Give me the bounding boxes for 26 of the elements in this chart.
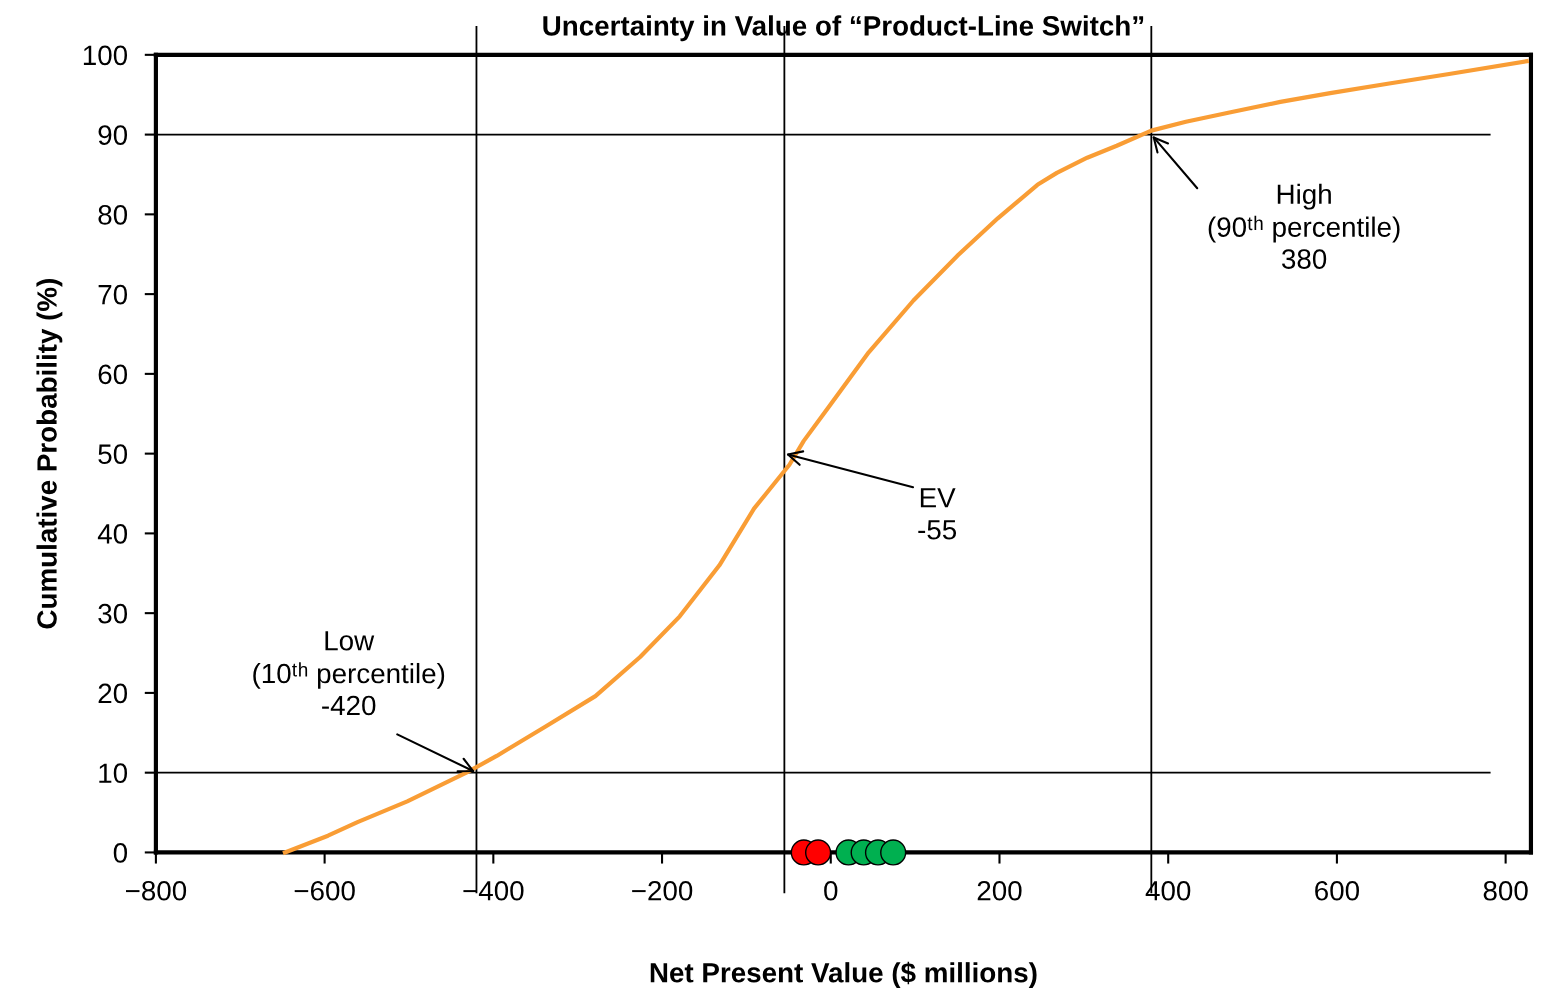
chart-title: Uncertainty in Value of “Product-Line Switch” — [543, 15, 1144, 42]
x-axis-title: Net Present Value ($ millions) — [650, 961, 1037, 989]
y-tick-label: 70 — [98, 284, 128, 305]
x-tick-label: 0 — [824, 880, 838, 901]
x-tick-label: −800 — [125, 880, 187, 901]
y-tick-label: 100 — [83, 45, 128, 66]
x-tick-label: −600 — [294, 880, 355, 901]
y-tick-label: 30 — [98, 603, 128, 624]
x-tick-label: 600 — [1315, 880, 1359, 901]
y-tick-label: 60 — [98, 364, 128, 385]
annotation: Low (10ᵗʰ percentile) -420 — [253, 631, 445, 716]
y-axis-title: Cumulative Probability (%) — [36, 279, 63, 629]
y-tick-label: 10 — [99, 763, 128, 784]
y-tick-label: 20 — [98, 683, 128, 704]
y-tick-label: 80 — [98, 205, 128, 225]
x-tick-label: −200 — [632, 880, 693, 901]
x-tick-label: −400 — [463, 880, 524, 901]
x-tick-label: 800 — [1483, 880, 1528, 901]
y-tick-label: 0 — [113, 843, 128, 863]
annotation: High (90ᵗʰ percentile) 380 — [1208, 183, 1400, 269]
y-tick-label: 50 — [98, 444, 128, 464]
y-tick-label: 90 — [98, 125, 128, 145]
y-tick-label: 40 — [97, 524, 128, 544]
x-tick-label: 200 — [977, 880, 1022, 901]
x-tick-label: 400 — [1145, 880, 1191, 901]
annotation: EV -55 — [918, 488, 957, 540]
